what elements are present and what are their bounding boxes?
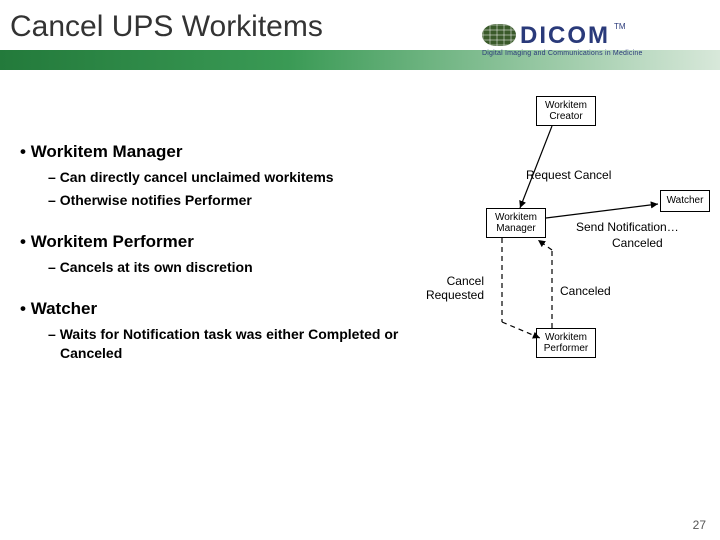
bullet-watcher: Watcher <box>20 299 400 319</box>
logo-tm: TM <box>614 22 626 31</box>
bullet-manager-sub2: Otherwise notifies Performer <box>48 191 400 210</box>
bullet-performer: Workitem Performer <box>20 232 400 252</box>
logo-text: DICOM <box>520 22 610 49</box>
label-canceled-1: Canceled <box>612 236 663 250</box>
page-number: 27 <box>693 518 706 532</box>
slide-title: Cancel UPS Workitems <box>10 10 323 44</box>
label-send-notification: Send Notification… <box>576 220 679 234</box>
dicom-logo: DICOM TM Digital Imaging and Communicatio… <box>482 22 702 64</box>
node-creator: Workitem Creator <box>536 96 596 126</box>
label-canceled-2: Canceled <box>560 284 611 298</box>
bullet-manager: Workitem Manager <box>20 142 400 162</box>
bullet-watcher-sub1: Waits for Notification task was either C… <box>48 325 400 363</box>
title-bar: Cancel UPS Workitems DICOM TM Digital Ima… <box>0 0 720 70</box>
label-request-cancel: Request Cancel <box>526 168 611 182</box>
node-manager: Workitem Manager <box>486 208 546 238</box>
label-cancel-requested: Cancel Requested <box>414 274 484 302</box>
bullet-performer-sub1: Cancels at its own discretion <box>48 258 400 277</box>
bullet-manager-sub1: Can directly cancel unclaimed workitems <box>48 168 400 187</box>
node-performer: Workitem Performer <box>536 328 596 358</box>
diagram-arrows <box>400 90 710 410</box>
logo-tagline: Digital Imaging and Communications in Me… <box>482 50 702 57</box>
slide: Cancel UPS Workitems DICOM TM Digital Ima… <box>0 0 720 540</box>
node-watcher: Watcher <box>660 190 710 212</box>
bullet-content: Workitem Manager Can directly cancel unc… <box>20 100 400 366</box>
sequence-diagram: Workitem Creator Workitem Manager Watche… <box>400 90 710 410</box>
globe-icon <box>482 24 516 46</box>
